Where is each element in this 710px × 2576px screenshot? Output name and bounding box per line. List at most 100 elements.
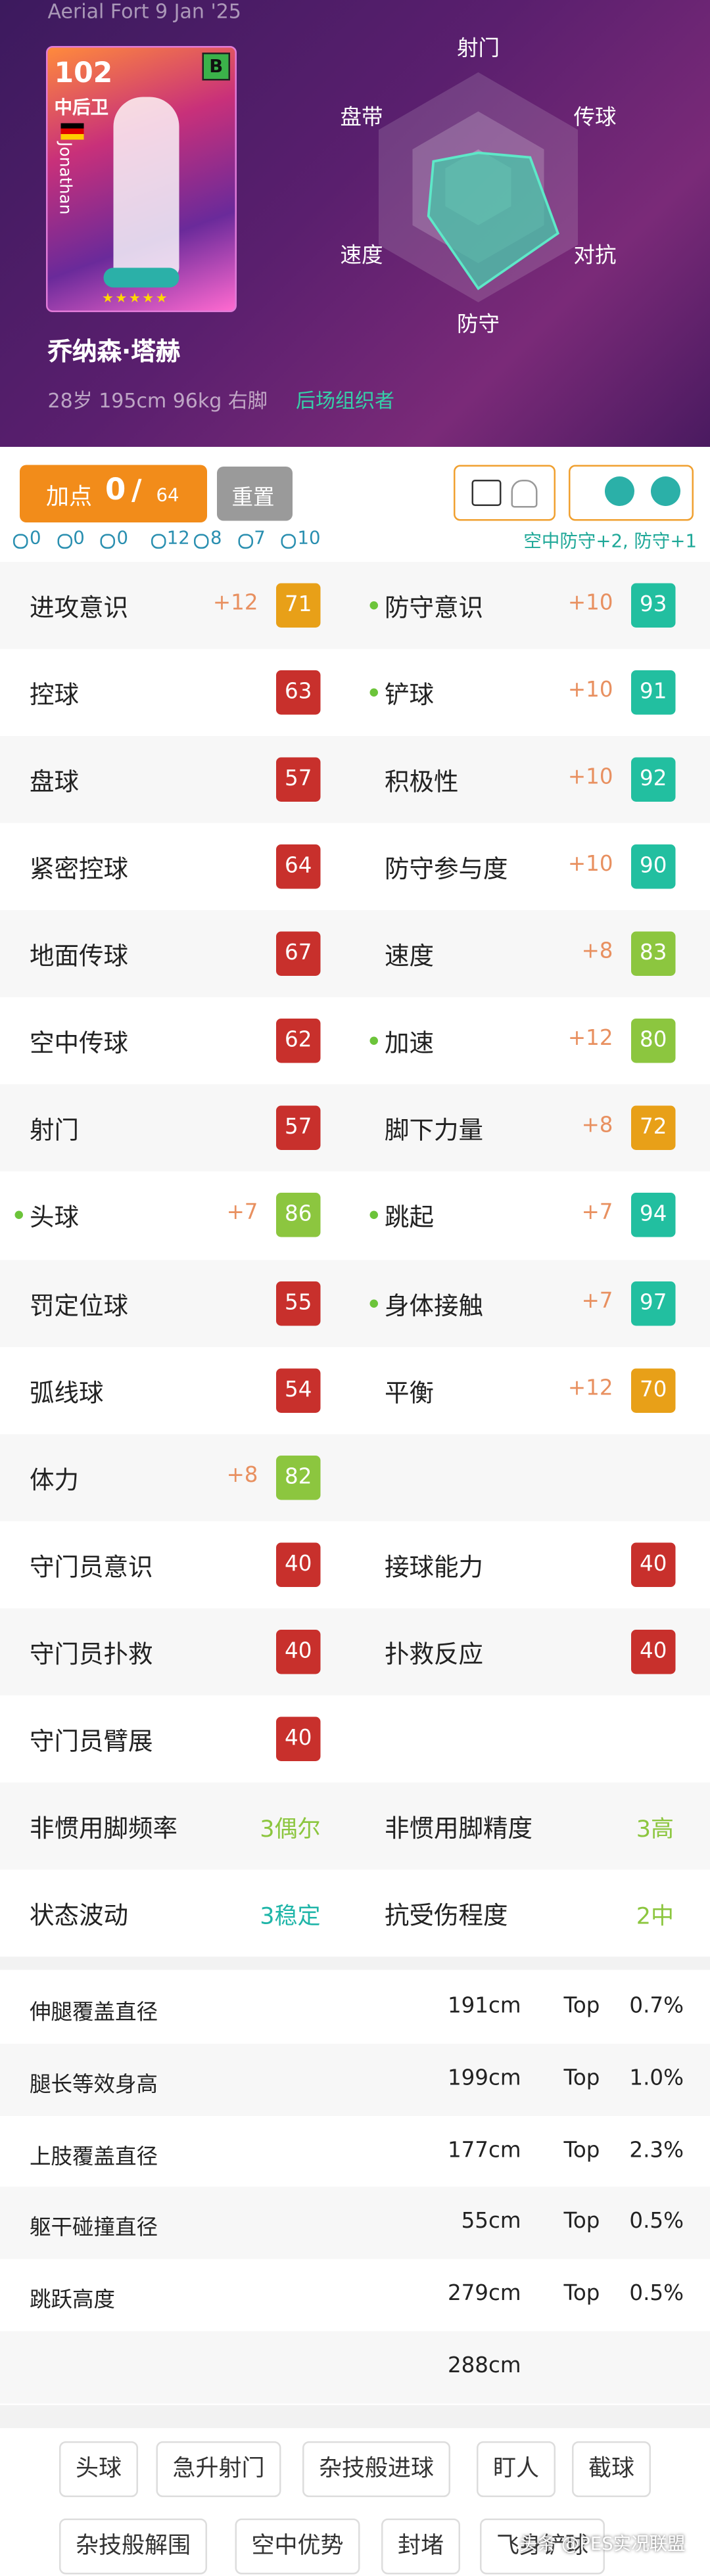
- measure-name: 躯干碰撞直径: [30, 2217, 158, 2242]
- stat-name: 加速: [385, 1028, 435, 1059]
- icon: [471, 480, 502, 506]
- measure-name: 伸腿覆盖直径: [30, 2001, 158, 2026]
- card-grade: B: [202, 53, 230, 81]
- stat-row: [0, 1172, 710, 1260]
- skill-icon: [13, 534, 28, 549]
- skill-tag[interactable]: 盯人: [477, 2441, 556, 2497]
- stat-row: [0, 823, 710, 911]
- reset-button[interactable]: 重置: [217, 467, 293, 521]
- stat-name: 铲球: [385, 680, 435, 710]
- radar-label: 盘带: [340, 104, 383, 129]
- player-figure: [113, 97, 179, 278]
- stat-value: 91: [631, 670, 676, 715]
- trait-name: 非惯用脚频率: [30, 1814, 178, 1843]
- stat-value: 70: [631, 1368, 676, 1413]
- stat-value: 90: [631, 844, 676, 890]
- skill-count: 10: [297, 527, 321, 549]
- skill-tag[interactable]: 杂技般进球: [302, 2441, 450, 2497]
- boost-spent: 0: [105, 473, 126, 508]
- skill-count: 0: [116, 527, 129, 549]
- boost-label: 加点: [46, 484, 92, 511]
- measure-value: 279cm: [447, 2282, 521, 2307]
- stat-name: 守门员臂展: [30, 1726, 153, 1757]
- icon: [605, 476, 634, 506]
- stat-name: 守门员意识: [30, 1552, 153, 1582]
- date-label: Aerial Fort 9 Jan '25: [47, 0, 241, 23]
- stat-row: [0, 1521, 710, 1608]
- skill-tag[interactable]: 飞身铲球: [480, 2518, 605, 2575]
- skill-tag[interactable]: 急升射门: [156, 2441, 281, 2497]
- measure-row: [0, 1971, 710, 2044]
- stat-name: 盘球: [30, 767, 80, 797]
- skill-tag[interactable]: 截球: [572, 2441, 651, 2497]
- stat-row: [0, 562, 710, 649]
- stat-bonus: +8: [581, 940, 613, 965]
- stat-bonus: +7: [581, 1289, 613, 1314]
- trait-name: 抗受伤程度: [385, 1900, 508, 1931]
- flag: [60, 123, 84, 140]
- stat-name: 扑救反应: [385, 1639, 484, 1669]
- measure-top: Top: [563, 2282, 600, 2307]
- boost-button[interactable]: 加点 0/ 64: [20, 465, 207, 522]
- stat-value: 80: [631, 1019, 676, 1064]
- skill-count: 0: [30, 527, 41, 549]
- trait-value: 3偶尔: [260, 1817, 321, 1843]
- stat-value: 92: [631, 757, 676, 802]
- stat-row: [0, 998, 710, 1085]
- skill-tag[interactable]: 头球: [59, 2441, 138, 2497]
- measure-percentile: 0.5%: [629, 2210, 684, 2235]
- highlight-dot: [369, 1037, 378, 1046]
- trait-name: 非惯用脚精度: [385, 1814, 533, 1843]
- stat-name: 头球: [30, 1203, 80, 1233]
- stat-value: 62: [276, 1019, 321, 1064]
- skill-tag[interactable]: 空中优势: [235, 2518, 360, 2575]
- trait-value: 3高: [636, 1817, 674, 1843]
- stat-name: 弧线球: [30, 1377, 104, 1408]
- measure-value: 199cm: [447, 2066, 521, 2091]
- stat-name: 防守意识: [385, 593, 484, 623]
- stat-name: 空中传球: [30, 1028, 129, 1059]
- skill-icon: [237, 534, 252, 549]
- stat-value: 97: [631, 1280, 676, 1325]
- stat-name: 脚下力量: [385, 1116, 484, 1146]
- stat-value: 71: [276, 583, 321, 628]
- stat-name: 积极性: [385, 767, 459, 797]
- stat-name: 紧密控球: [30, 854, 129, 885]
- stat-value: 64: [276, 844, 321, 890]
- player-info: 28岁 195cm 96kg 右脚: [47, 389, 268, 413]
- measure-percentile: 0.5%: [629, 2282, 684, 2307]
- stat-row: [0, 1259, 710, 1346]
- skill-count: 7: [254, 527, 266, 549]
- stat-name: 接球能力: [385, 1552, 484, 1582]
- skill-count: 8: [210, 527, 222, 549]
- stat-value: 67: [276, 932, 321, 977]
- icon-box[interactable]: [569, 465, 694, 521]
- skill-icon: [150, 534, 166, 549]
- stat-value: 82: [276, 1455, 321, 1500]
- stat-row: [0, 649, 710, 737]
- highlight-dot: [14, 1211, 23, 1220]
- card-badges: [103, 267, 179, 288]
- stat-bonus: +10: [567, 591, 613, 616]
- stat-name: 控球: [30, 680, 80, 710]
- measure-row: [0, 2187, 710, 2260]
- stat-value: 40: [631, 1542, 676, 1587]
- skill-tag[interactable]: 杂技般解围: [59, 2518, 207, 2575]
- watermark: 头条 @PES实况联盟: [519, 2533, 686, 2555]
- measure-name: 上肢覆盖直径: [30, 2144, 158, 2170]
- measure-value: 177cm: [447, 2138, 521, 2163]
- icon: [511, 480, 538, 508]
- skill-tag[interactable]: 封堵: [381, 2518, 460, 2575]
- stat-value: 93: [631, 583, 676, 628]
- stat-bonus: +10: [567, 678, 613, 704]
- skill-icon: [100, 534, 115, 549]
- stat-value: 40: [276, 1542, 321, 1587]
- stat-value: 94: [631, 1193, 676, 1238]
- icon-box[interactable]: [454, 465, 556, 521]
- stat-name: 防守参与度: [385, 854, 508, 885]
- measure-row: [0, 2043, 710, 2116]
- stat-bonus: +8: [226, 1463, 258, 1488]
- card-rating: 102: [54, 57, 113, 91]
- measure-value: 191cm: [447, 1994, 521, 2019]
- player-name: 乔纳森·塔赫: [47, 336, 181, 367]
